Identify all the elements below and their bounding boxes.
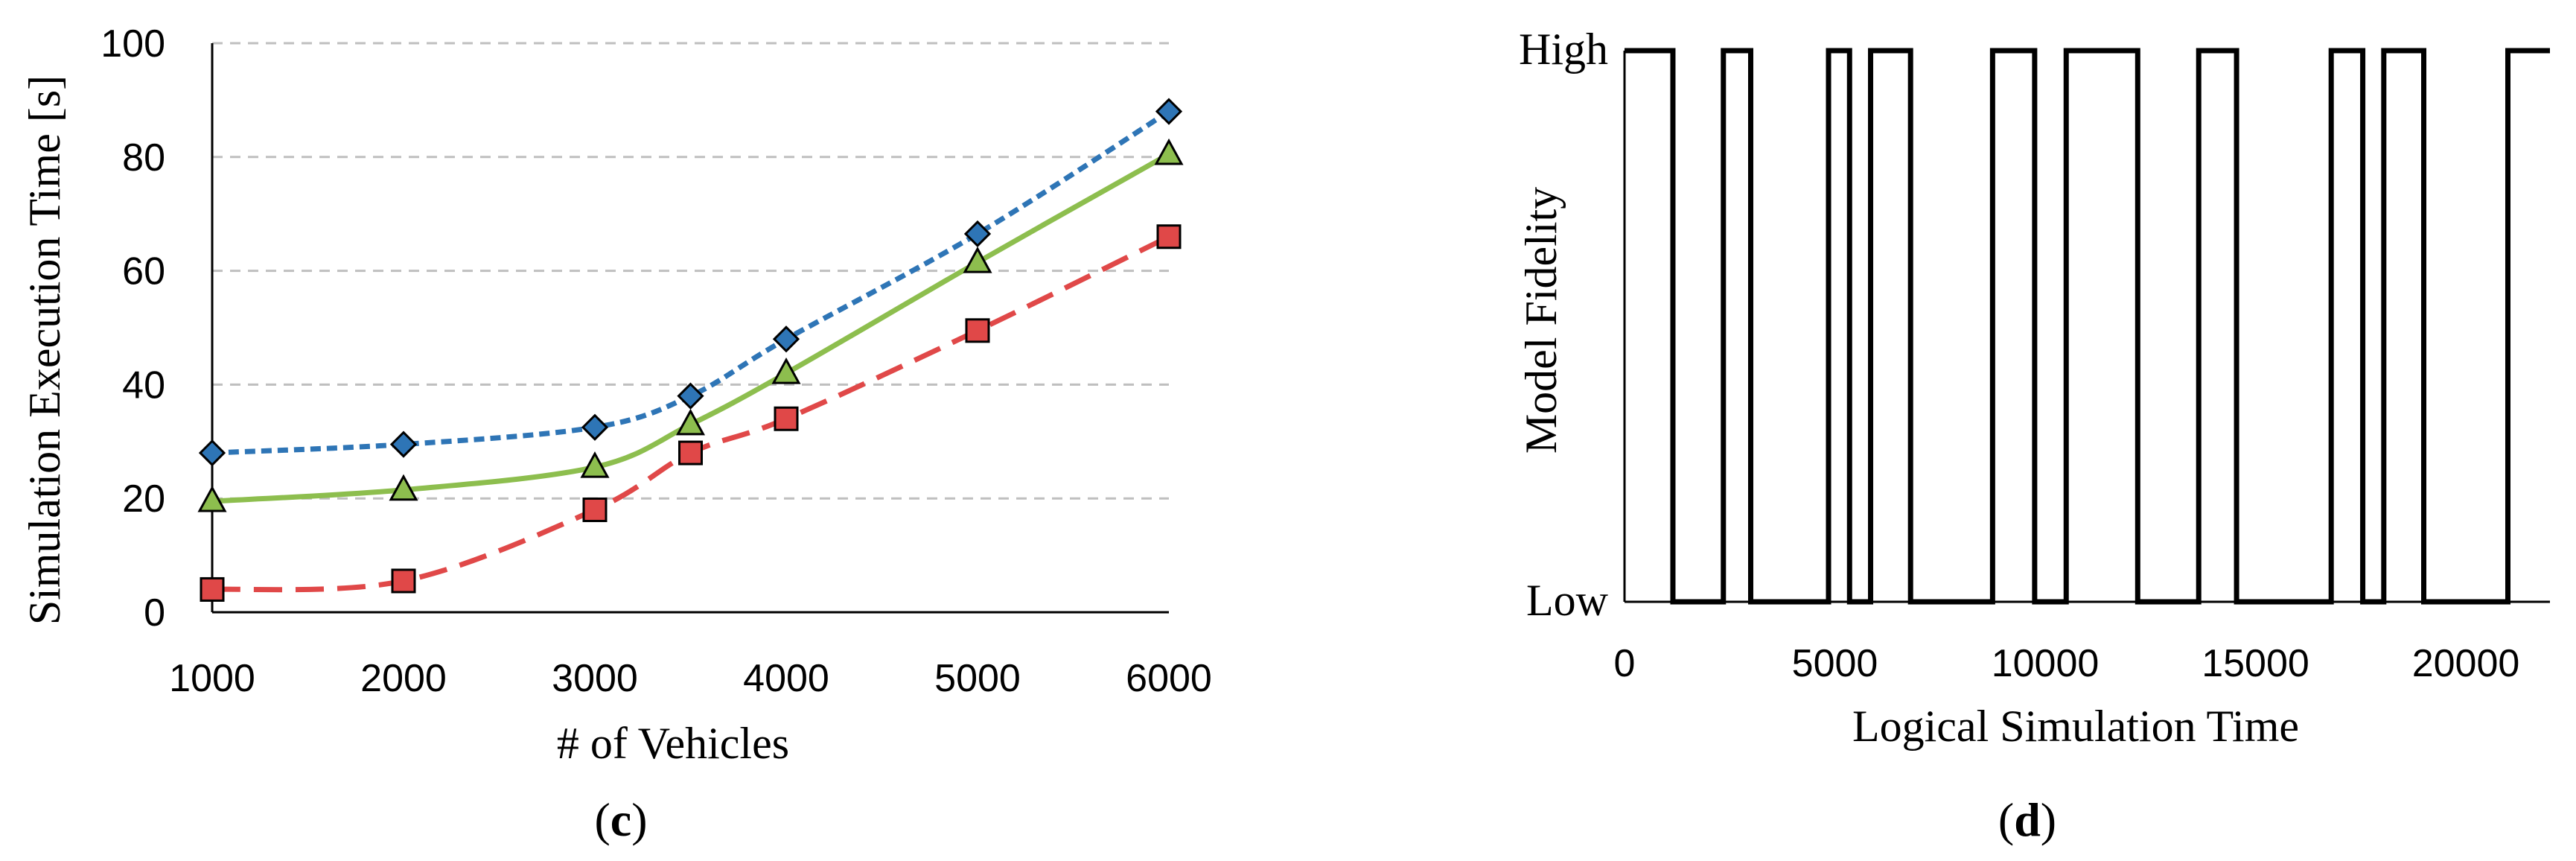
c-point-square xyxy=(965,318,990,343)
c-point-square xyxy=(1156,224,1182,250)
c-point-diamond xyxy=(1155,98,1183,125)
d-x-tick-label: 0 xyxy=(1614,642,1636,685)
c-point-diamond xyxy=(963,220,992,248)
d-y-tick-label-high: High xyxy=(1519,25,1608,74)
c-x-axis-title: # of Vehicles xyxy=(557,719,789,768)
c-x-tick-label: 1000 xyxy=(169,657,255,700)
c-point-diamond xyxy=(581,413,609,441)
c-point-triangle xyxy=(580,451,610,478)
c-point-diamond xyxy=(677,382,704,410)
c-point-triangle xyxy=(389,474,418,501)
d-x-tick-label: 5000 xyxy=(1792,642,1878,685)
d-y-tick-label-low: Low xyxy=(1526,576,1609,625)
c-point-triangle xyxy=(1154,138,1184,165)
chart-c: 0 20 40 60 80 100 1000 2000 3000 4000 5000 6000 # … xyxy=(20,22,1212,846)
c-y-tick-label: 40 xyxy=(122,363,165,407)
c-series xyxy=(197,98,1184,602)
c-y-tick-label: 100 xyxy=(101,22,165,66)
d-y-axis-title: Model Fidelity xyxy=(1517,187,1566,454)
c-x-tick-label: 4000 xyxy=(743,657,829,700)
c-y-tick-label: 20 xyxy=(122,477,165,521)
c-point-triangle xyxy=(197,485,227,512)
d-axes xyxy=(1623,51,2550,603)
c-point-diamond xyxy=(198,439,226,467)
c-x-tick-labels: 1000 2000 3000 4000 5000 6000 xyxy=(169,657,1212,700)
c-point-diamond xyxy=(389,430,418,458)
c-y-tick-label: 0 xyxy=(144,591,165,635)
c-point-triangle xyxy=(675,408,706,436)
c-y-tick-labels: 0 20 40 60 80 100 xyxy=(101,22,165,635)
c-point-triangle xyxy=(963,247,992,273)
c-point-triangle xyxy=(771,358,801,384)
d-panel-label: (d) xyxy=(1998,793,2056,846)
c-x-tick-label: 5000 xyxy=(934,657,1021,700)
c-panel-label: (c) xyxy=(594,793,647,846)
d-x-tick-label: 10000 xyxy=(1992,642,2100,685)
c-point-square xyxy=(678,440,703,466)
d-x-tick-label: 15000 xyxy=(2202,642,2309,685)
c-axes xyxy=(211,43,1169,614)
d-series xyxy=(1625,48,2550,605)
d-y-tick-labels: Low High xyxy=(1519,25,1609,625)
c-x-tick-label: 6000 xyxy=(1126,657,1212,700)
c-y-tick-label: 80 xyxy=(122,136,165,179)
c-y-tick-label: 60 xyxy=(122,250,165,293)
c-point-square xyxy=(774,406,799,431)
c-point-square xyxy=(582,497,608,522)
c-point-diamond xyxy=(772,325,800,353)
d-x-axis-title: Logical Simulation Time xyxy=(1852,702,2299,751)
c-point-square xyxy=(200,576,225,602)
c-x-tick-label: 2000 xyxy=(360,657,447,700)
c-x-tick-label: 3000 xyxy=(552,657,638,700)
d-fidelity-step-line xyxy=(1625,48,2550,605)
c-point-square xyxy=(391,568,416,594)
chart-d: Low High 0 5000 10000 15000 20000 Logical Sim… xyxy=(1517,25,2550,846)
d-x-tick-labels: 0 5000 10000 15000 20000 xyxy=(1614,642,2520,685)
c-y-axis-title: Simulation Execution Time [s] xyxy=(20,75,69,625)
d-x-tick-label: 20000 xyxy=(2412,642,2520,685)
